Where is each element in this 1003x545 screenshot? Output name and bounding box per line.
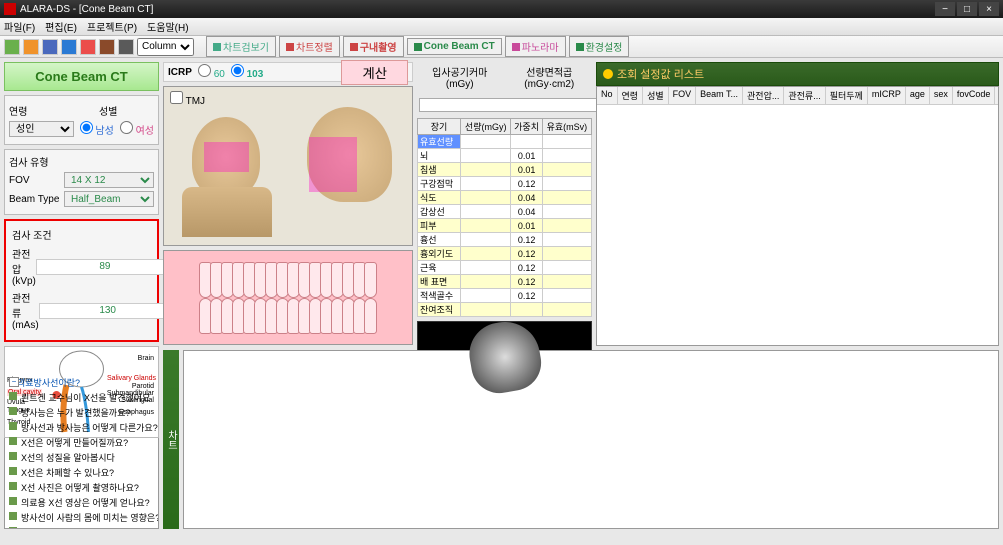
gender-radio[interactable]: 남성 [80, 121, 114, 137]
dose-row: 잔여조직 [418, 303, 592, 317]
toolbar-icon[interactable] [99, 39, 115, 55]
tree-node[interactable]: X선 사진 촬영할 때 피폭선량은 얼마나 [7, 525, 156, 529]
dose-row: 흉외기도0.12 [418, 247, 592, 261]
minimize-button[interactable]: − [935, 2, 955, 16]
tooth[interactable] [364, 262, 377, 298]
dose-row: 식도0.04 [418, 191, 592, 205]
tree-node[interactable]: 의료방사선이란? [7, 375, 156, 390]
dose-row: 피부0.01 [418, 219, 592, 233]
app-icon [4, 3, 16, 15]
toolbar-icon[interactable] [61, 39, 77, 55]
info-tree[interactable]: 의료방사선이란?뢴트겐 교수님이 X선을 발견했어요방사능은 누가 발견했을까요… [4, 372, 159, 529]
tree-node[interactable]: X선은 어떻게 만들어질까요? [7, 435, 156, 450]
mas-input[interactable] [39, 303, 177, 319]
titlebar: ALARA-DS - [Cone Beam CT] − □ × [0, 0, 1003, 18]
menu-item[interactable]: 편집(E) [45, 19, 77, 34]
toolbar-icon[interactable] [42, 39, 58, 55]
grid-column-header[interactable]: mICRP [868, 87, 906, 104]
tree-node[interactable]: X선 사진은 어떻게 촬영하나요? [7, 480, 156, 495]
menubar: 파일(F) 편집(E) 프로젝트(P) 도움말(H) [0, 18, 1003, 36]
beam-label: Beam Type [9, 194, 64, 205]
toolbar-icon[interactable] [80, 39, 96, 55]
toolbar-tab[interactable]: 구내촬영 [343, 36, 404, 57]
tree-node[interactable]: 뢴트겐 교수님이 X선을 발견했어요 [7, 390, 156, 405]
toolbar-tab[interactable]: 차트정렬 [279, 36, 340, 57]
grid-column-header[interactable]: 관전압... [743, 87, 784, 104]
dose-row: 침샘0.01 [418, 163, 592, 177]
tree-node[interactable]: X선은 차폐할 수 있나요? [7, 465, 156, 480]
toolbar: Column 차트검보기차트정렬구내촬영Cone Beam CT파노라마환경설정 [0, 36, 1003, 58]
age-label: 연령 [9, 103, 64, 118]
kvp-input[interactable] [36, 259, 174, 275]
tree-node[interactable]: 의료용 X선 영상은 어떻게 얻나요? [7, 495, 156, 510]
toolbar-icon[interactable] [23, 39, 39, 55]
fov-select[interactable]: 14 X 12 [64, 172, 154, 188]
chart-side-tab[interactable]: 차트 [163, 350, 179, 529]
kerma-input[interactable] [419, 98, 598, 112]
dose-row: 구강점막0.12 [418, 177, 592, 191]
toolbar-icon[interactable] [118, 39, 134, 55]
settings-grid[interactable]: No연령성별FOVBeam T...관전압...관전류...필터두께mICRPa… [596, 86, 999, 346]
exam-condition-group: 검사 조건 관전압 (kVp) 관전류 (mAs) [4, 219, 159, 342]
grid-column-header[interactable]: Beam T... [696, 87, 743, 104]
grid-column-header[interactable]: 관전류... [784, 87, 825, 104]
head-render-view: TMJ [163, 86, 413, 246]
cond-title: 검사 조건 [12, 227, 151, 242]
dose-header: 입사공기커마 (mGy)선량면적곱 (mGy·cm2) [417, 62, 592, 92]
tooth[interactable] [364, 298, 377, 334]
tree-node[interactable]: 방사능은 누가 발견했을까요? [7, 405, 156, 420]
maximize-button[interactable]: □ [957, 2, 977, 16]
settings-list-header: 조회 설정값 리스트 [596, 62, 999, 86]
gender-label: 성별 [99, 103, 154, 118]
grid-column-header[interactable]: FOV [669, 87, 697, 104]
dose-row: 흉선0.12 [418, 233, 592, 247]
toolbar-tab[interactable]: 파노라마 [505, 36, 566, 57]
dose-row: 적색골수0.12 [418, 289, 592, 303]
menu-item[interactable]: 프로젝트(P) [87, 19, 137, 34]
icrp-103-radio[interactable]: 103 [231, 64, 263, 80]
dose-table: 장기선량(mGy)가중치유효(mSv) 유효선량뇌0.01침샘0.01구강점막0… [417, 118, 592, 317]
icrp-bar: ICRP 60 103 계산 [163, 62, 413, 82]
grid-column-header[interactable]: sex [930, 87, 953, 104]
tmj-checkbox[interactable]: TMJ [170, 91, 205, 107]
grid-column-header[interactable]: 필터두께 [826, 87, 868, 104]
fov-label: FOV [9, 175, 64, 186]
patient-group: 연령 성별 성인 남성 여성 [4, 95, 159, 145]
beam-select[interactable]: Half_Beam [64, 191, 154, 207]
dose-row: 뇌0.01 [418, 149, 592, 163]
mas-label: 관전류 (mAs) [12, 290, 39, 331]
teeth-chart[interactable] [163, 250, 413, 345]
gender-radio[interactable]: 여성 [120, 121, 154, 137]
icrp-60-radio[interactable]: 60 [198, 64, 225, 80]
toolbar-tab[interactable]: Cone Beam CT [407, 38, 502, 55]
dose-row: 유효선량 [418, 135, 592, 149]
grid-column-header[interactable]: No [597, 87, 618, 104]
dose-row: 근육0.12 [418, 261, 592, 275]
toolbar-tab[interactable]: 차트검보기 [206, 36, 276, 57]
menu-item[interactable]: 도움말(H) [147, 19, 188, 34]
exam-type-group: 검사 유형 FOV 14 X 12 Beam Type Half_Beam [4, 149, 159, 215]
grid-column-header[interactable]: 성별 [643, 87, 669, 104]
close-button[interactable]: × [979, 2, 999, 16]
grid-column-header[interactable]: age [906, 87, 930, 104]
dose-row: 배 표면0.12 [418, 275, 592, 289]
window-title: ALARA-DS - [Cone Beam CT] [20, 4, 153, 15]
grid-column-header[interactable]: 연령 [618, 87, 644, 104]
mode-banner: Cone Beam CT [4, 62, 159, 91]
menu-item[interactable]: 파일(F) [4, 19, 35, 34]
tree-node[interactable]: 방사선과 방사능은 어떻게 다른가요? [7, 420, 156, 435]
kvp-label: 관전압 (kVp) [12, 246, 36, 287]
icrp-label: ICRP [168, 67, 192, 78]
toolbar-tab[interactable]: 환경설정 [569, 36, 630, 57]
chart-area [183, 350, 999, 529]
exam-type-title: 검사 유형 [9, 154, 154, 169]
dose-row: 갑상선0.04 [418, 205, 592, 219]
toolbar-combo[interactable]: Column [137, 38, 194, 56]
tree-node[interactable]: X선의 성질을 알아봅시다 [7, 450, 156, 465]
age-select[interactable]: 성인 [9, 121, 74, 137]
tree-node[interactable]: 방사선이 사람의 몸에 미치는 영향은? [7, 510, 156, 525]
grid-column-header[interactable]: fovCode [953, 87, 996, 104]
toolbar-icon[interactable] [4, 39, 20, 55]
calculate-button[interactable]: 계산 [341, 60, 408, 85]
